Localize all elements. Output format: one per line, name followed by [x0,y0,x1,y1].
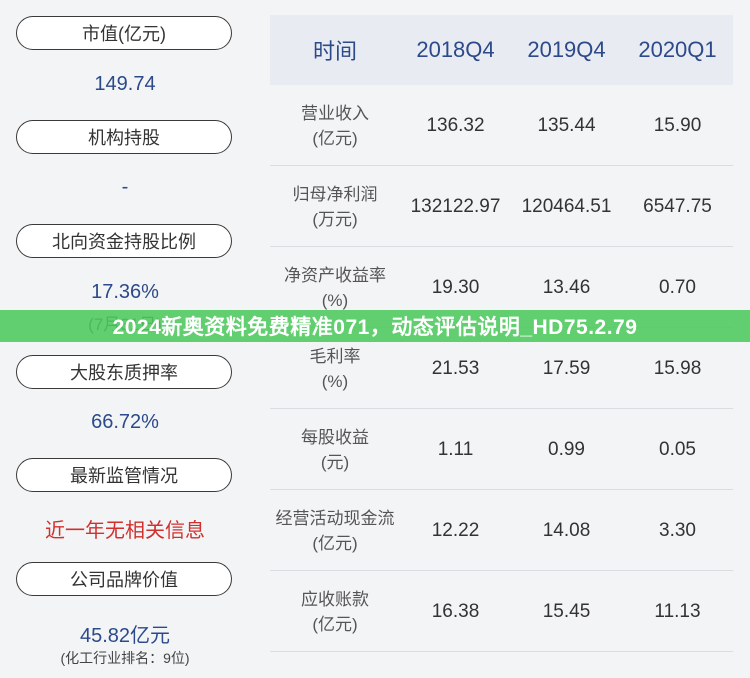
row-label-line: 经营活动现金流 [275,508,395,528]
sidebar-value: - [121,176,129,198]
table-cell: 16.38 [431,600,480,622]
table-cell: 132122.97 [410,195,501,217]
table-cell: 15.90 [653,114,702,136]
row-label: 归母净利润 (万元) [270,166,400,247]
row-label-line: (%) [321,290,349,310]
row-label: 毛利率 (%) [270,328,400,409]
row-label-line: (元) [320,452,350,472]
table-header-cell: 2019Q4 [527,37,606,62]
sidebar-label: 市值(亿元) [16,16,232,50]
row-label-line: (万元) [312,209,358,229]
overlay-banner: 2024新奥资料免费精准071，动态评估说明_HD75.2.79 [0,310,750,342]
table-cell: 0.99 [548,438,585,460]
row-separator [270,165,733,166]
table-cell: 3.30 [659,519,696,541]
sidebar-value: 17.36% [91,281,159,303]
table-cell: 13.46 [542,276,591,298]
table-cell: 11.13 [654,600,701,622]
table-cell: 19.30 [431,276,480,298]
table-cell: 14.08 [542,519,591,541]
row-label-line: 归母净利润 [292,184,378,204]
table-cell: 135.44 [537,114,596,136]
row-label: 每股收益 (元) [270,409,400,490]
table-cell: 17.59 [542,357,591,379]
sidebar-label: 机构持股 [16,120,232,154]
table-cell: 12.22 [431,519,480,541]
row-label: 净资产收益率 (%) [270,247,400,328]
row-label-line: 每股收益 [301,427,369,447]
sidebar-label: 大股东质押率 [16,355,232,389]
row-label-line: 营业收入 [301,103,369,123]
row-label-line: (亿元) [312,128,358,148]
table-header-bg [270,15,733,85]
table-cell: 136.32 [426,114,485,136]
sidebar-value: 149.74 [94,73,156,95]
table-cell: 21.53 [431,357,480,379]
table-cell: 0.05 [659,438,696,460]
table-header-cell: 时间 [312,39,357,64]
row-separator [270,651,733,652]
row-label: 应收账款 (亿元) [270,571,400,652]
row-label-line: 净资产收益率 [284,265,386,285]
table-cell: 6547.75 [643,195,712,217]
table-cell: 0.70 [659,276,696,298]
table-cell: 120464.51 [521,195,612,217]
row-label: 经营活动现金流 (亿元) [270,490,400,571]
row-label-line: 毛利率 [309,346,361,366]
row-separator [270,489,733,490]
sidebar-label: 北向资金持股比例 [16,224,232,258]
row-separator [270,408,733,409]
sidebar-note: (化工行业排名：9位) [60,650,190,666]
sidebar-value: 45.82亿元 [79,625,171,647]
row-label-line: (%) [321,371,349,391]
row-separator [270,570,733,571]
row-label: 营业收入 (亿元) [270,85,400,166]
sidebar-value: 66.72% [91,411,159,433]
table-cell: 1.11 [437,438,474,460]
row-label-line: 应收账款 [301,589,369,609]
row-separator [270,246,733,247]
sidebar-value: 近一年无相关信息 [45,520,205,542]
table-cell: 15.45 [542,600,591,622]
row-label-line: (亿元) [312,614,358,634]
table-cell: 15.98 [653,357,702,379]
sidebar-label: 最新监管情况 [16,458,232,492]
table-header-cell: 2018Q4 [416,37,495,62]
table-header-cell: 2020Q1 [638,37,717,62]
sidebar-label: 公司品牌价值 [16,562,232,596]
row-label-line: (亿元) [312,533,358,553]
